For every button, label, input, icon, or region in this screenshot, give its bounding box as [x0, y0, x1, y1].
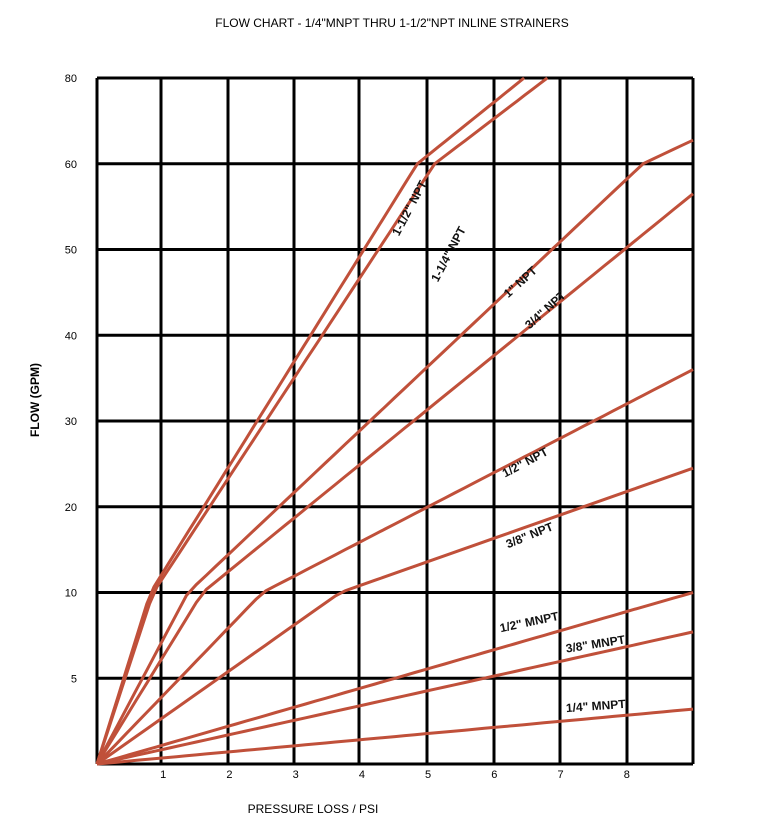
- x-tick-label: 5: [425, 769, 431, 781]
- grid: [95, 76, 695, 766]
- series-label-3: 3/4" NPT: [522, 288, 569, 332]
- series-label-5: 3/8" NPT: [504, 519, 556, 551]
- y-tick-label: 50: [65, 245, 77, 257]
- x-tick-label: 3: [293, 769, 299, 781]
- series-line-4: [95, 368, 694, 766]
- series-line-5: [96, 466, 694, 766]
- y-axis-title: FLOW (GPM): [28, 363, 42, 437]
- y-tick-label: 5: [71, 673, 77, 685]
- series-label-6: 1/2" MNPT: [499, 609, 561, 635]
- series-label-1: 1-1/4" NPT: [428, 224, 469, 284]
- series-line-2: [95, 138, 694, 765]
- series-line-3: [95, 192, 694, 765]
- y-tick-label: 30: [65, 416, 77, 428]
- series-label-0: 1-1/2" NPT: [389, 178, 430, 238]
- series-label-2: 1" NPT: [501, 263, 540, 300]
- y-tick-label: 40: [65, 330, 77, 342]
- x-tick-label: 4: [359, 769, 365, 781]
- x-tick-label: 2: [226, 769, 232, 781]
- series-line-7: [96, 630, 694, 766]
- series-lines: [95, 76, 694, 766]
- x-tick-label: 1: [160, 769, 166, 781]
- x-tick-label: 8: [624, 769, 630, 781]
- x-axis-title: PRESSURE LOSS / PSI: [248, 802, 379, 816]
- x-tick-label: 6: [491, 769, 497, 781]
- y-tick-label: 20: [65, 502, 77, 514]
- series-label-4: 1/2" NPT: [500, 444, 551, 480]
- y-tick-label: 60: [65, 159, 77, 171]
- x-tick-label: 7: [557, 769, 563, 781]
- series-line-8: [96, 707, 694, 766]
- y-tick-label: 10: [65, 588, 77, 600]
- series-label-8: 1/4" MNPT: [565, 697, 626, 715]
- tick-labels: 1 2 3 4 5 6 7 8 5 10 20 30 40 50 60 80: [65, 73, 630, 781]
- series-line-1: [95, 76, 549, 765]
- series-line-6: [96, 591, 694, 766]
- chart-title: FLOW CHART - 1/4"MNPT THRU 1-1/2"NPT INL…: [215, 16, 568, 30]
- y-tick-label: 80: [65, 73, 77, 85]
- series-line-0: [95, 76, 526, 765]
